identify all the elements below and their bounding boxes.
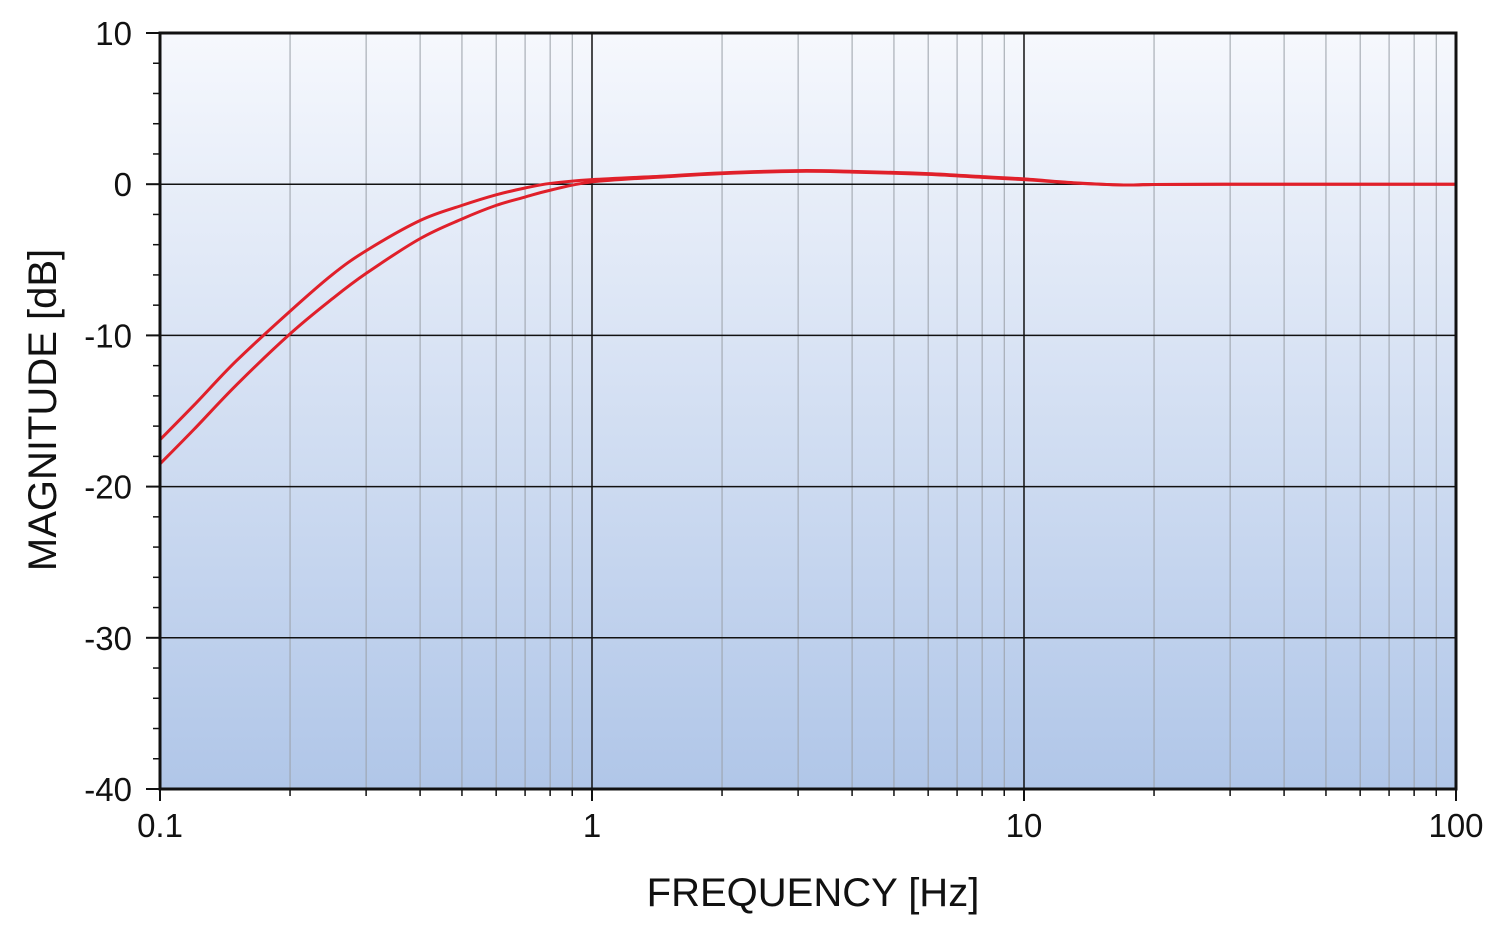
- series-line-2: [158, 169, 1458, 466]
- x-axis-ticks: 0.1 1 10 100: [137, 789, 1484, 844]
- y-tick-label: -10: [84, 317, 132, 354]
- y-tick-label: 10: [95, 15, 132, 52]
- y-tick-label: -20: [84, 469, 132, 506]
- y-tick-label: -30: [84, 620, 132, 657]
- y-tick-label: 0: [114, 166, 132, 203]
- plot-frame: [158, 31, 1458, 791]
- x-tick-label: 1: [583, 807, 601, 844]
- x-axis-title: FREQUENCY [Hz]: [647, 871, 980, 915]
- x-tick-label: 100: [1428, 807, 1483, 844]
- plot-background: [160, 33, 1456, 789]
- series-layer: [158, 169, 1458, 466]
- minor-gridlines: [289, 33, 1437, 789]
- y-axis-title: MAGNITUDE [dB]: [21, 249, 65, 571]
- y-tick-label: -40: [84, 771, 132, 808]
- x-tick-label: 10: [1006, 807, 1043, 844]
- y-axis-ticks: 10 0 -10 -20 -30 -40: [84, 15, 160, 808]
- x-tick-label: 0.1: [137, 807, 183, 844]
